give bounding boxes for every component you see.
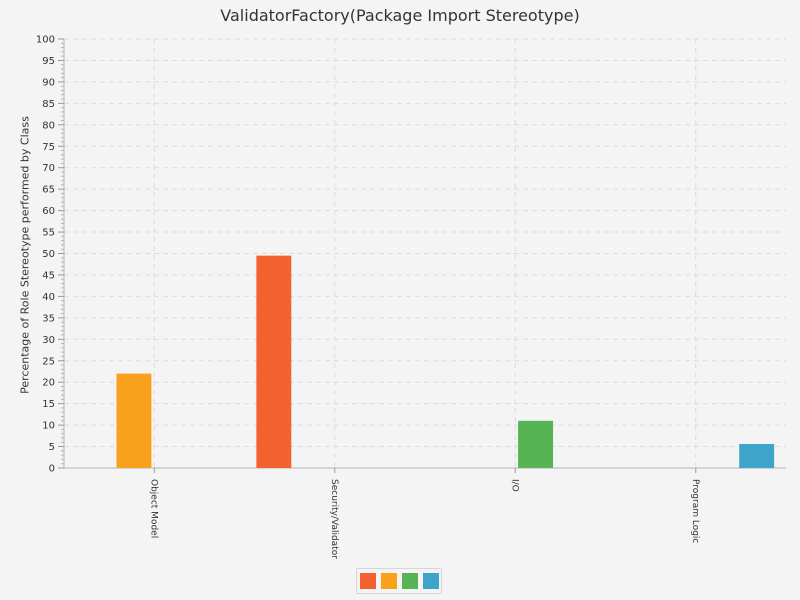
y-tick-label: 75 xyxy=(42,142,55,153)
x-tick-label: Object Model xyxy=(148,479,158,538)
legend-swatch xyxy=(380,573,397,589)
y-tick-label: 5 xyxy=(49,442,55,453)
y-tick-label: 0 xyxy=(49,464,55,475)
x-tick-label: Security/Validator xyxy=(329,479,339,559)
bar xyxy=(256,255,292,468)
legend-swatch xyxy=(401,573,418,589)
y-tick-label: 25 xyxy=(42,356,55,367)
bar xyxy=(116,373,152,468)
y-tick-label: 45 xyxy=(42,270,55,281)
y-tick-label: 50 xyxy=(42,249,55,260)
y-tick-label: 10 xyxy=(42,421,55,432)
y-tick-label: 90 xyxy=(42,77,55,88)
chart-title: ValidatorFactory(Package Import Stereoty… xyxy=(220,6,580,25)
y-tick-label: 80 xyxy=(42,120,55,131)
x-tick-label: Program Logic xyxy=(690,479,700,543)
y-tick-label: 15 xyxy=(42,399,55,410)
y-tick-label: 95 xyxy=(42,56,55,67)
y-tick-label: 70 xyxy=(42,163,55,174)
legend-swatch xyxy=(422,573,439,589)
y-tick-label: 100 xyxy=(36,35,55,46)
x-tick-label: I/O xyxy=(509,479,519,492)
bar xyxy=(518,420,554,468)
y-tick-label: 20 xyxy=(42,378,55,389)
y-tick-label: 55 xyxy=(42,228,55,239)
y-tick-label: 35 xyxy=(42,313,55,324)
y-tick-label: 40 xyxy=(42,292,55,303)
bar xyxy=(739,443,775,468)
y-tick-label: 65 xyxy=(42,185,55,196)
y-tick-label: 85 xyxy=(42,99,55,110)
chart-legend xyxy=(356,568,442,594)
y-tick-label: 30 xyxy=(42,335,55,346)
y-tick-label: 60 xyxy=(42,206,55,217)
legend-swatch xyxy=(359,573,376,589)
